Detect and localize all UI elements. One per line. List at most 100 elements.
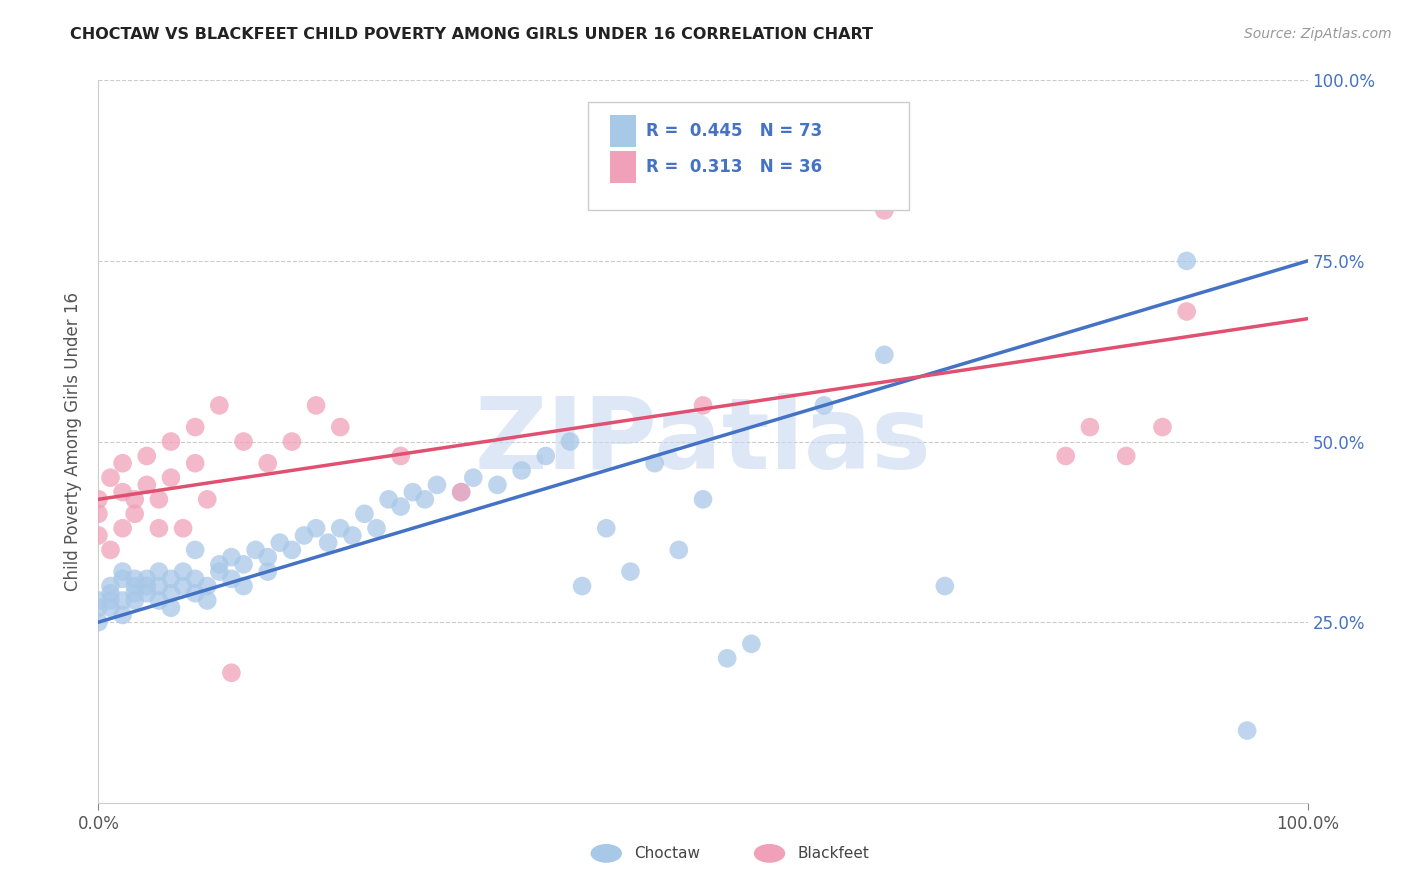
Point	[1078, 420, 1101, 434]
Point	[232, 558, 254, 572]
Point	[124, 492, 146, 507]
Point	[510, 463, 533, 477]
Point	[124, 579, 146, 593]
Point	[595, 521, 617, 535]
Point	[486, 478, 509, 492]
Point	[389, 500, 412, 514]
Point	[1175, 304, 1198, 318]
Point	[342, 528, 364, 542]
Point	[281, 542, 304, 557]
Point	[111, 565, 134, 579]
Point	[269, 535, 291, 549]
Point	[245, 542, 267, 557]
Point	[692, 492, 714, 507]
Point	[135, 449, 157, 463]
FancyBboxPatch shape	[610, 114, 637, 147]
Circle shape	[591, 844, 621, 863]
Point	[111, 593, 134, 607]
Point	[135, 579, 157, 593]
Point	[160, 434, 183, 449]
Text: Choctaw: Choctaw	[634, 846, 700, 861]
Point	[135, 572, 157, 586]
Point	[135, 586, 157, 600]
Point	[413, 492, 436, 507]
Point	[208, 565, 231, 579]
Point	[668, 542, 690, 557]
Text: Blackfeet: Blackfeet	[797, 846, 869, 861]
Point	[160, 470, 183, 484]
Point	[111, 572, 134, 586]
Point	[111, 521, 134, 535]
Point	[184, 420, 207, 434]
Point	[1054, 449, 1077, 463]
Point	[135, 478, 157, 492]
Point	[124, 507, 146, 521]
Point	[644, 456, 666, 470]
Circle shape	[754, 844, 785, 863]
Point	[316, 535, 339, 549]
Point	[184, 586, 207, 600]
Point	[353, 507, 375, 521]
Point	[281, 434, 304, 449]
FancyBboxPatch shape	[610, 151, 637, 183]
Point	[740, 637, 762, 651]
Point	[256, 565, 278, 579]
Point	[148, 579, 170, 593]
Point	[87, 600, 110, 615]
Point	[426, 478, 449, 492]
Point	[571, 579, 593, 593]
Point	[305, 521, 328, 535]
Point	[87, 507, 110, 521]
Point	[148, 521, 170, 535]
Text: R =  0.445   N = 73: R = 0.445 N = 73	[647, 122, 823, 140]
Point	[221, 665, 243, 680]
Point	[1236, 723, 1258, 738]
Point	[329, 521, 352, 535]
Point	[160, 600, 183, 615]
Point	[100, 470, 122, 484]
Point	[716, 651, 738, 665]
Text: Source: ZipAtlas.com: Source: ZipAtlas.com	[1244, 27, 1392, 41]
Point	[292, 528, 315, 542]
Point	[172, 579, 194, 593]
Point	[232, 434, 254, 449]
Y-axis label: Child Poverty Among Girls Under 16: Child Poverty Among Girls Under 16	[65, 292, 83, 591]
Point	[100, 579, 122, 593]
Point	[87, 492, 110, 507]
Point	[256, 550, 278, 565]
Point	[172, 521, 194, 535]
Text: R =  0.313   N = 36: R = 0.313 N = 36	[647, 158, 823, 176]
Point	[873, 203, 896, 218]
Point	[619, 565, 641, 579]
Point	[160, 572, 183, 586]
Text: CHOCTAW VS BLACKFEET CHILD POVERTY AMONG GIRLS UNDER 16 CORRELATION CHART: CHOCTAW VS BLACKFEET CHILD POVERTY AMONG…	[70, 27, 873, 42]
Point	[463, 470, 485, 484]
Point	[184, 542, 207, 557]
Point	[148, 492, 170, 507]
Point	[184, 456, 207, 470]
Point	[692, 398, 714, 412]
Point	[100, 600, 122, 615]
Point	[100, 586, 122, 600]
Point	[184, 572, 207, 586]
Point	[534, 449, 557, 463]
Point	[87, 528, 110, 542]
Point	[208, 398, 231, 412]
Point	[208, 558, 231, 572]
Point	[1152, 420, 1174, 434]
Point	[1115, 449, 1137, 463]
Point	[195, 492, 218, 507]
Point	[558, 434, 581, 449]
Point	[87, 615, 110, 630]
Point	[377, 492, 399, 507]
Point	[148, 565, 170, 579]
Point	[1175, 253, 1198, 268]
Point	[221, 572, 243, 586]
Point	[221, 550, 243, 565]
Point	[100, 593, 122, 607]
Point	[160, 586, 183, 600]
FancyBboxPatch shape	[588, 102, 908, 211]
Point	[124, 572, 146, 586]
Point	[256, 456, 278, 470]
Point	[172, 565, 194, 579]
